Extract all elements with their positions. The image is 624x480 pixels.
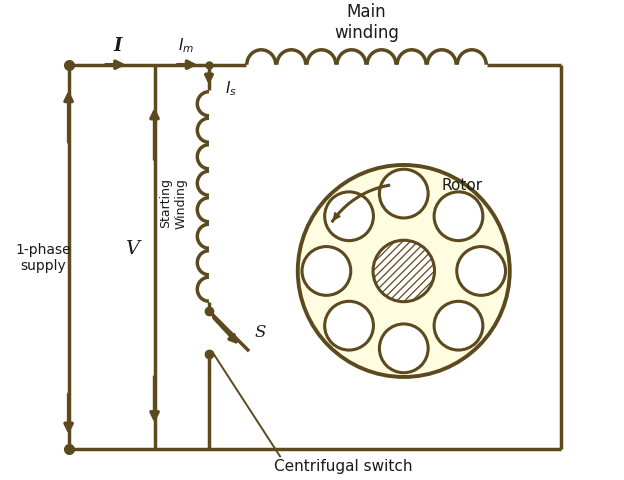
Text: $I_m$: $I_m$: [178, 36, 194, 55]
Circle shape: [298, 166, 510, 377]
Text: S: S: [255, 323, 266, 340]
Text: I: I: [113, 36, 122, 55]
Circle shape: [379, 170, 428, 218]
Circle shape: [434, 301, 483, 350]
Circle shape: [324, 301, 373, 350]
Text: V: V: [125, 240, 139, 257]
Text: 1-phase
supply: 1-phase supply: [15, 242, 71, 272]
Text: Rotor: Rotor: [442, 177, 482, 192]
Circle shape: [373, 241, 434, 302]
Circle shape: [434, 192, 483, 241]
Text: Main
winding: Main winding: [334, 3, 399, 42]
Circle shape: [457, 247, 505, 296]
Circle shape: [324, 192, 373, 241]
Circle shape: [379, 324, 428, 373]
Text: Centrifugal switch: Centrifugal switch: [275, 458, 413, 473]
Text: $I_s$: $I_s$: [225, 79, 236, 98]
Text: Starting
Winding: Starting Winding: [160, 178, 187, 228]
Circle shape: [302, 247, 351, 296]
